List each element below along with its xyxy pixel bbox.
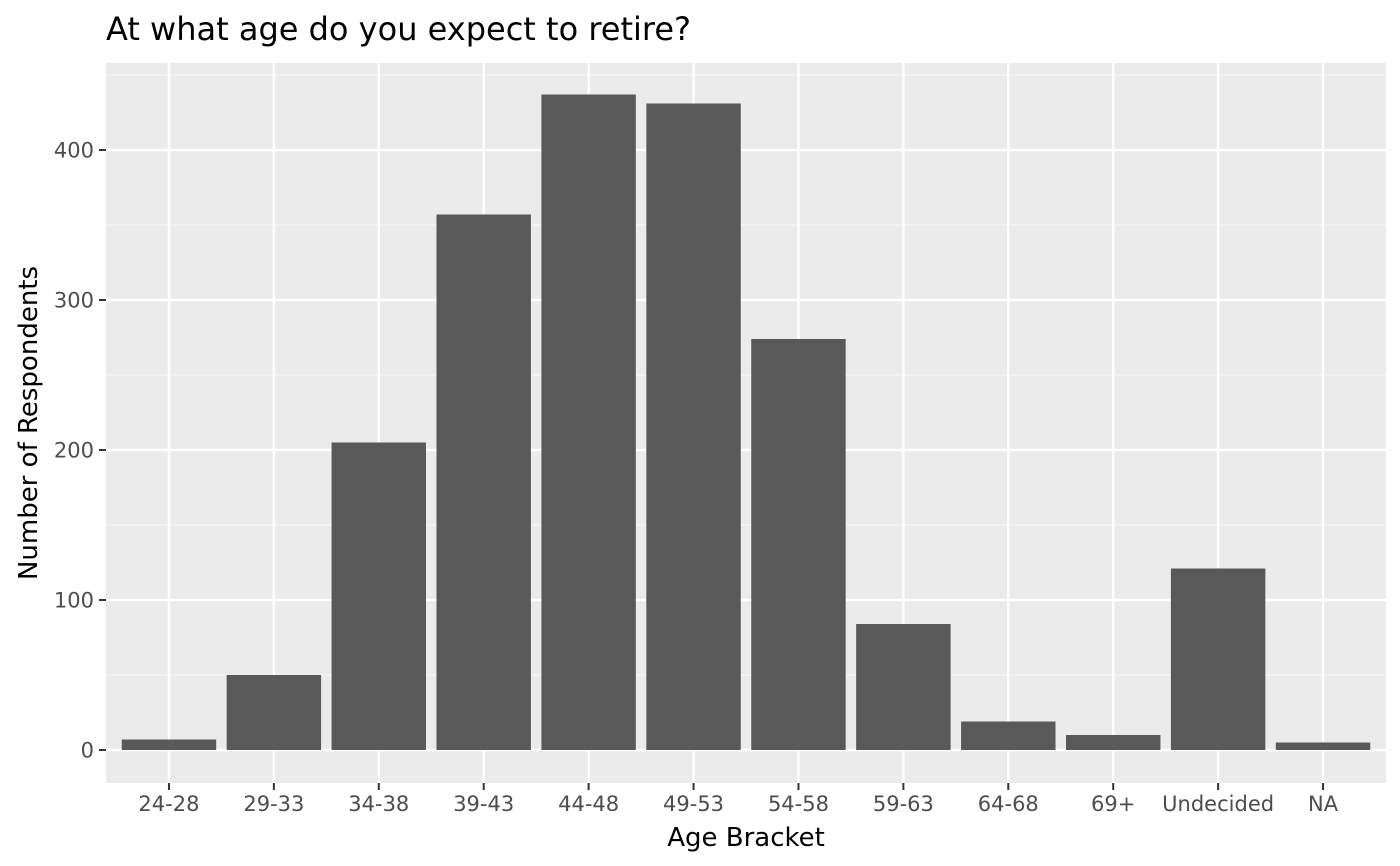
bar-39-43 bbox=[436, 214, 531, 750]
bar-na bbox=[1275, 742, 1371, 750]
bar-69- bbox=[1066, 735, 1161, 750]
x-tick-label: 39-43 bbox=[453, 792, 514, 816]
x-tick-label: NA bbox=[1308, 792, 1339, 816]
x-tick-label: 24-28 bbox=[138, 792, 199, 816]
x-tick-label: 64-68 bbox=[978, 792, 1039, 816]
y-tick-label: 100 bbox=[54, 589, 94, 613]
bar-24-28 bbox=[121, 739, 217, 750]
bar-54-58 bbox=[751, 339, 846, 750]
y-tick-label: 200 bbox=[54, 439, 94, 463]
x-tick-label: 44-48 bbox=[558, 792, 619, 816]
bar-34-38 bbox=[331, 442, 426, 750]
x-tick-label: 34-38 bbox=[348, 792, 409, 816]
x-axis: 24-28 29-33 34-38 39-43 44-48 49-53 54-58 59-63… bbox=[138, 783, 1339, 816]
y-axis: 0 100 200 300 400 bbox=[54, 139, 106, 763]
bar-64-68 bbox=[961, 721, 1056, 750]
x-tick-label: 59-63 bbox=[873, 792, 934, 816]
y-tick-label: 300 bbox=[54, 289, 94, 313]
bar-29-33 bbox=[226, 675, 322, 750]
x-tick-label: 69+ bbox=[1091, 792, 1135, 816]
bar-44-48 bbox=[541, 94, 636, 750]
x-tick-label: 54-58 bbox=[768, 792, 829, 816]
bar-undecided bbox=[1170, 568, 1266, 750]
chart-title: At what age do you expect to retire? bbox=[106, 10, 691, 48]
x-tick-label: 49-53 bbox=[663, 792, 724, 816]
y-tick-label: 0 bbox=[81, 739, 94, 763]
x-tick-label: Undecided bbox=[1162, 792, 1274, 816]
bar-59-63 bbox=[856, 624, 951, 750]
bars bbox=[121, 94, 1371, 750]
bar-49-53 bbox=[646, 103, 741, 750]
y-axis-title: Number of Respondents bbox=[14, 266, 44, 580]
x-tick-label: 29-33 bbox=[243, 792, 304, 816]
y-tick-label: 400 bbox=[54, 139, 94, 163]
x-axis-title: Age Bracket bbox=[667, 823, 825, 853]
